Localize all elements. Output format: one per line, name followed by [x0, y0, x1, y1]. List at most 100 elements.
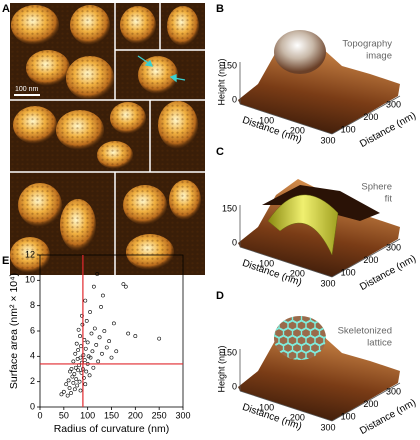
point — [99, 305, 103, 309]
lattice-cell — [323, 320, 326, 331]
x-tick-label: 200 — [128, 410, 143, 420]
x-tick-label: 300 — [175, 410, 190, 420]
lattice-cell — [274, 328, 275, 338]
plot-caption: Skeletonized — [338, 326, 392, 337]
plot-caption: lattice — [367, 338, 392, 349]
side-axis — [331, 95, 401, 135]
lattice-cell — [274, 316, 275, 323]
point — [81, 375, 86, 380]
side-tick-label: 300 — [386, 99, 401, 109]
y-tick-label: 0 — [30, 401, 35, 411]
side-tick-label: 300 — [386, 242, 401, 252]
side-axis — [331, 238, 401, 278]
x-tick-label: 150 — [104, 410, 119, 420]
panel-label: E — [2, 255, 9, 267]
y-axis-label: Surface area (nm² × 10⁴) — [8, 273, 20, 389]
point — [104, 345, 109, 350]
lattice-cell — [301, 316, 311, 323]
point — [69, 367, 74, 371]
lattice-cell — [310, 316, 320, 323]
point — [114, 349, 119, 354]
front-tick-label: 300 — [320, 422, 335, 432]
y-tick-label: 6 — [30, 325, 35, 335]
tile-borders — [10, 3, 205, 275]
point — [100, 351, 104, 356]
point — [123, 284, 128, 289]
height-tick-label: 0 — [232, 94, 237, 104]
point — [126, 331, 131, 336]
point — [71, 381, 76, 385]
point — [78, 388, 83, 393]
point — [92, 326, 97, 331]
dome — [274, 30, 326, 74]
side-tick-label: 200 — [363, 399, 378, 409]
front-axis — [239, 103, 333, 135]
point — [109, 355, 114, 360]
point — [75, 383, 80, 388]
point — [72, 372, 77, 376]
point — [74, 341, 79, 346]
front-tick-label: 100 — [259, 402, 274, 412]
lattice-cell — [292, 316, 302, 323]
point — [83, 382, 88, 387]
sphere-fit — [267, 194, 339, 256]
lattice-cell — [329, 314, 338, 323]
x-tick-label: 50 — [59, 410, 69, 420]
side-tick-label: 100 — [341, 268, 356, 278]
point — [111, 321, 116, 326]
point — [133, 334, 138, 338]
x-axis-label: Radius of curvature (nm) — [54, 423, 170, 435]
point — [84, 318, 89, 323]
front-tick-label: 100 — [259, 258, 274, 268]
point — [70, 374, 75, 379]
front-tick-label: 200 — [290, 125, 305, 135]
plot-caption: Topography — [342, 39, 392, 50]
y-tick-label: 4 — [30, 351, 35, 361]
point — [64, 382, 69, 387]
point — [157, 336, 162, 341]
point — [83, 298, 88, 303]
point — [59, 392, 64, 397]
side-tick-label: 200 — [363, 112, 378, 122]
point — [72, 387, 77, 392]
plot-caption: fit — [385, 194, 393, 205]
side-tick-label: 100 — [341, 412, 356, 422]
y-tick-label: 12 — [25, 249, 35, 259]
plot-caption: image — [366, 51, 392, 62]
point — [94, 343, 99, 347]
point — [78, 334, 82, 338]
point — [90, 349, 95, 354]
lattice-cell — [274, 316, 284, 323]
y-tick-label: 10 — [25, 275, 35, 285]
point — [69, 391, 73, 395]
point — [61, 389, 66, 394]
height-tick-label: 0 — [232, 237, 237, 247]
point — [89, 331, 94, 336]
point — [121, 282, 126, 287]
side-axis — [331, 382, 401, 422]
cyan-arrows — [137, 55, 186, 83]
point — [96, 359, 101, 364]
lattice-cell — [319, 328, 326, 338]
point — [97, 335, 102, 340]
point — [65, 393, 70, 398]
point — [71, 359, 76, 364]
lattice-cell — [323, 335, 326, 346]
height-tick-label: 0 — [232, 381, 237, 391]
front-tick-label: 300 — [320, 135, 335, 145]
panel-label: C — [216, 146, 224, 158]
side-tick-label: 300 — [386, 386, 401, 396]
point — [73, 351, 78, 356]
lattice-cell — [319, 316, 326, 323]
lattice-cell — [274, 320, 280, 331]
front-axis — [239, 390, 333, 422]
point — [76, 348, 81, 352]
point — [77, 379, 82, 384]
point — [95, 272, 100, 276]
point — [87, 373, 92, 378]
point — [82, 358, 87, 363]
